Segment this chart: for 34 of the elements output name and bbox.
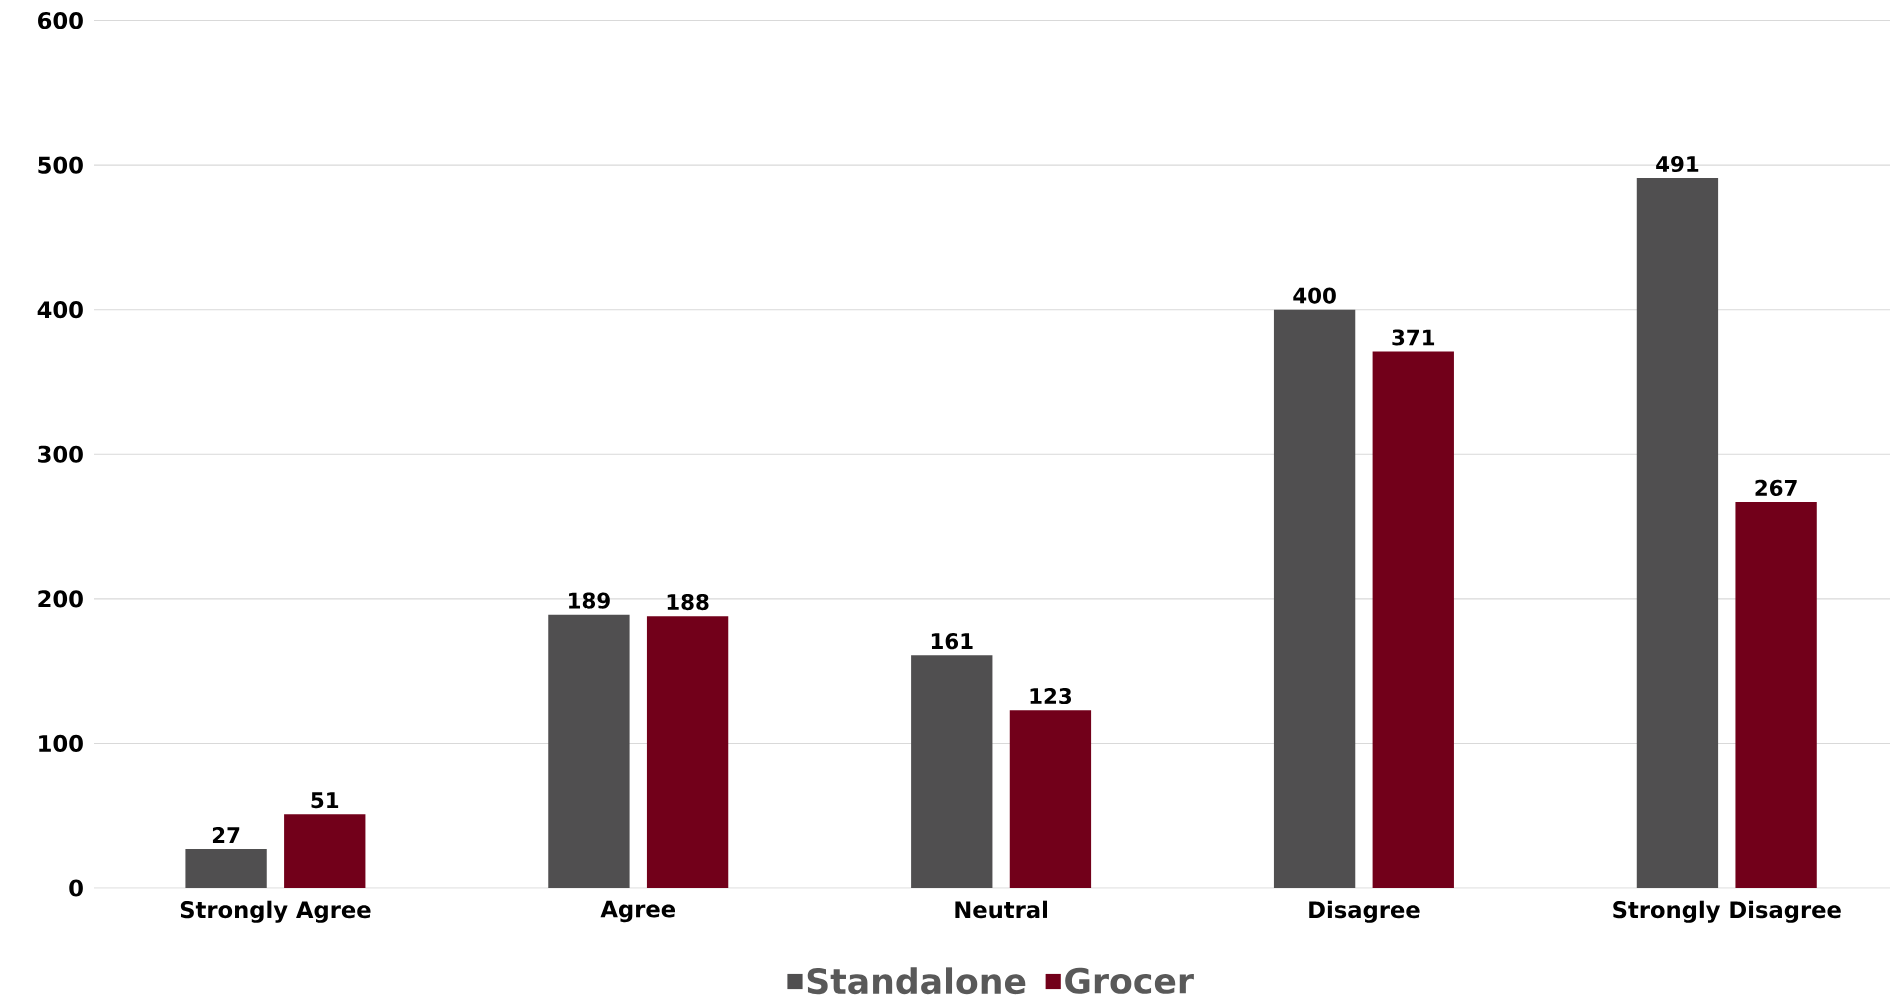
data-label: 491 (1656, 155, 1699, 173)
y-tick-label: 100 (39, 734, 83, 752)
data-label: 123 (1030, 687, 1072, 705)
legend-label: Grocer (1065, 967, 1194, 994)
y-tick-label: 400 (37, 301, 83, 319)
data-label: 371 (1392, 329, 1435, 346)
x-tick-label: Disagree (1309, 900, 1420, 923)
bar (284, 814, 366, 888)
bar (1735, 501, 1817, 888)
x-tick-label: Neutral (955, 900, 1047, 919)
bar (646, 616, 729, 888)
bar (1636, 178, 1719, 888)
data-label: 267 (1755, 479, 1797, 496)
data-label: 400 (1293, 287, 1336, 304)
x-tick-label: Agree (600, 900, 676, 923)
y-tick-label: 300 (38, 445, 83, 463)
x-tick-label: Strongly Agree (180, 900, 371, 923)
data-label: 161 (931, 633, 973, 650)
y-tick-label: 600 (38, 11, 83, 30)
legend-label: Standalone (807, 967, 1026, 995)
bar (911, 655, 993, 888)
x-tick-label: Strongly Disagree (1613, 900, 1841, 923)
data-label: 27 (212, 827, 240, 843)
data-label: 51 (311, 792, 339, 809)
bar (1273, 309, 1356, 888)
data-label: 189 (569, 592, 610, 609)
y-tick-label: 0 (69, 879, 83, 897)
data-label: 188 (667, 594, 709, 611)
y-tick-label: 200 (38, 590, 83, 608)
bar (1009, 710, 1092, 888)
bar (185, 848, 267, 888)
y-tick-label: 500 (38, 156, 83, 174)
bar (548, 614, 630, 888)
bar (1372, 351, 1454, 888)
